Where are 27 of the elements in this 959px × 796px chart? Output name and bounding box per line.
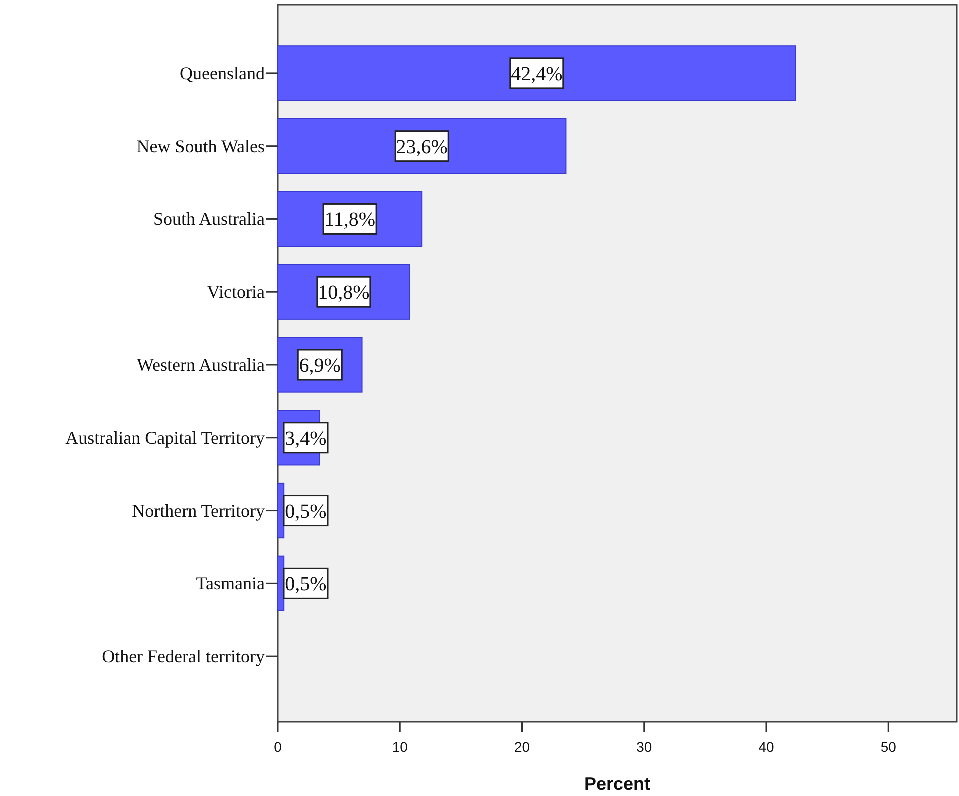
data-label: 3,4% bbox=[285, 428, 327, 450]
y-tick-label: South Australia bbox=[154, 209, 266, 230]
y-tick-label: Australian Capital Territory bbox=[66, 428, 265, 448]
y-tick-label: Other Federal territory bbox=[102, 646, 265, 667]
x-tick-label: 0 bbox=[274, 739, 282, 755]
bar bbox=[278, 46, 796, 102]
y-tick-label: Victoria bbox=[207, 282, 265, 302]
y-tick-label: Tasmania bbox=[196, 574, 266, 594]
bar bbox=[278, 482, 285, 539]
data-label: 6,9% bbox=[299, 355, 341, 377]
x-tick-label: 10 bbox=[392, 739, 408, 755]
y-tick-label: Northern Territory bbox=[132, 500, 265, 521]
data-label: 10,8% bbox=[318, 282, 370, 304]
data-label: 23,6% bbox=[396, 136, 448, 158]
data-label: 0,5% bbox=[285, 574, 327, 596]
data-label: 11,8% bbox=[324, 209, 376, 232]
data-label: 42,4% bbox=[511, 63, 563, 86]
x-tick-label: 20 bbox=[514, 739, 530, 755]
x-tick-label: 50 bbox=[880, 739, 897, 755]
y-tick-label: Western Australia bbox=[136, 355, 266, 375]
x-tick-label: 40 bbox=[758, 739, 774, 755]
bar bbox=[278, 556, 285, 612]
x-tick-label: 30 bbox=[636, 739, 652, 755]
data-label: 0,5% bbox=[285, 500, 327, 523]
y-tick-label: Queensland bbox=[180, 63, 265, 84]
x-axis-title: Percent bbox=[584, 774, 651, 794]
y-tick-label: New South Wales bbox=[136, 136, 265, 156]
